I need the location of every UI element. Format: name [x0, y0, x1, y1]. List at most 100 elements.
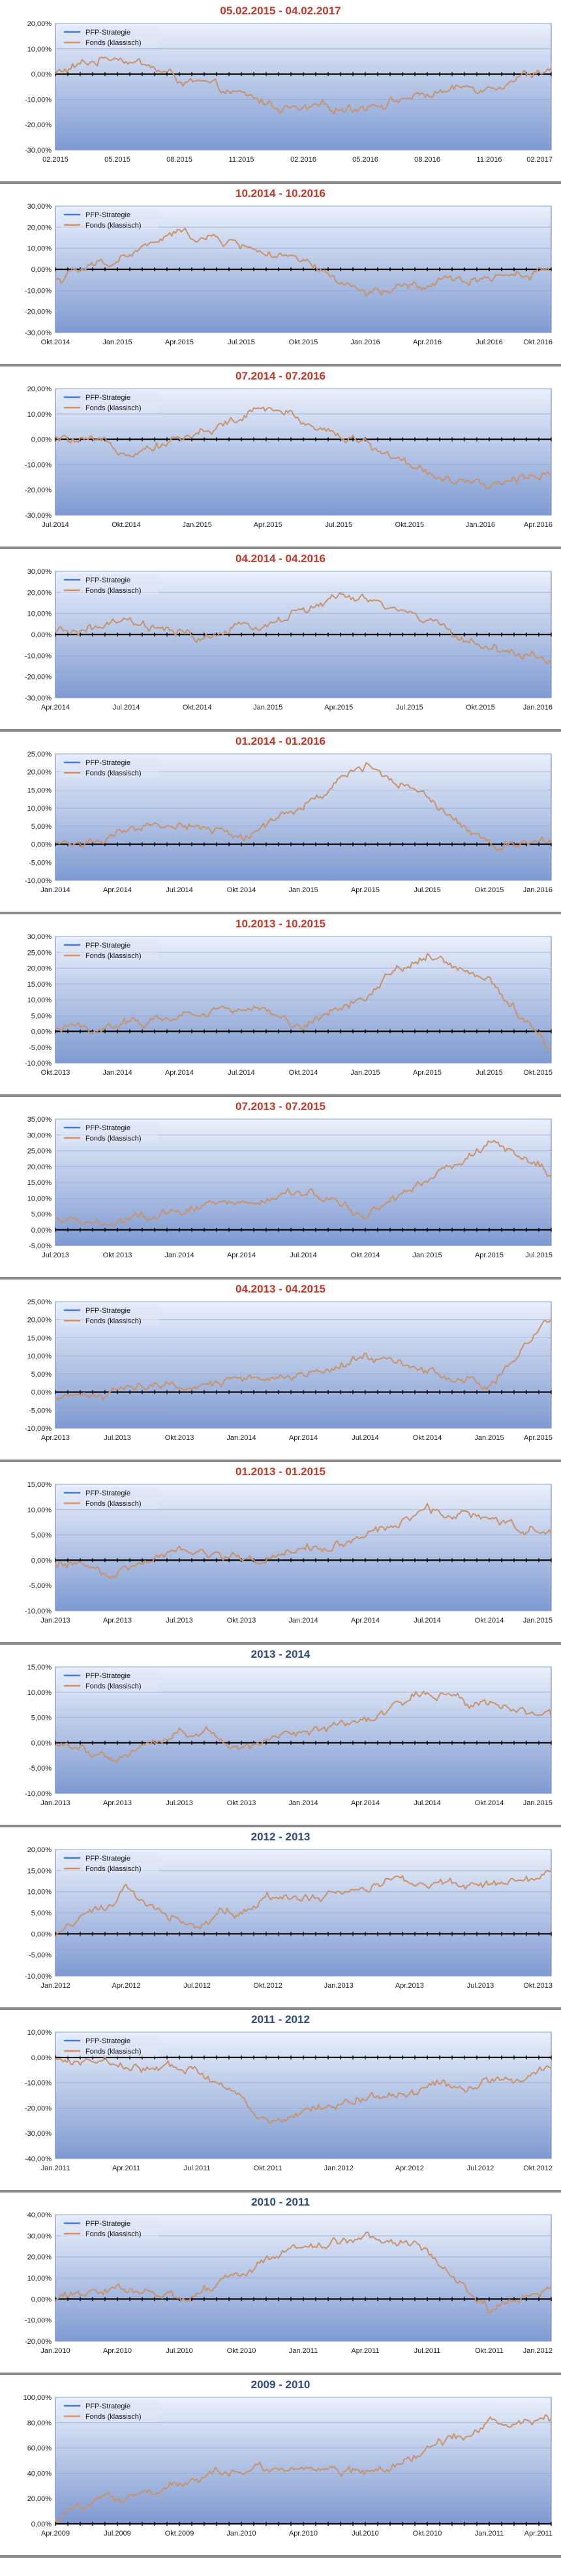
chart-panel: 2010 - 2011 -20,00% -10,00% 0,00% 10,00% 20,0… [0, 2193, 561, 2375]
x-tick-label: Jan.2012 [523, 2347, 553, 2355]
x-tick-label: Jul.2014 [42, 521, 69, 529]
panel-separator [0, 2007, 561, 2010]
legend-label-pfp: PFP-Strategie [85, 29, 130, 37]
legend-label-pfp: PFP-Strategie [85, 211, 130, 219]
x-tick-label: Apr.2015 [351, 886, 380, 894]
x-tick-label: Jan.2015 [102, 338, 132, 346]
y-tick-label: -30,00% [25, 695, 52, 702]
x-tick-label: Jul.2015 [396, 704, 423, 711]
x-tick-label: Jul.2010 [166, 2347, 193, 2355]
legend: PFP-Strategie Fonds (klassisch) [61, 2400, 159, 2422]
series-line-fonds-klassisch [55, 953, 552, 1050]
y-tick-label: 0,00% [31, 631, 52, 639]
y-tick-label: -5,00% [29, 1407, 52, 1415]
x-tick-label: Okt.2014 [351, 1251, 380, 1259]
chart-panel: 07.2013 - 07.2015 -5,00% 0,00% 5,00% 10,00% 1… [0, 1097, 561, 1280]
series-line-fonds-klassisch [55, 228, 551, 297]
x-tick-label: Apr.2013 [41, 1434, 70, 1442]
series-line-fonds-klassisch [55, 1690, 552, 1763]
panel-separator [0, 1094, 561, 1097]
legend-label-pfp: PFP-Strategie [85, 1855, 130, 1863]
y-tick-label: -20,00% [25, 121, 52, 129]
x-tick-label: Okt.2014 [112, 521, 141, 529]
x-tick-label: Okt.2016 [523, 338, 553, 346]
y-tick-label: 25,00% [27, 1298, 52, 1306]
legend-label-fonds: Fonds (klassisch) [85, 2413, 142, 2421]
x-tick-label: Jul.2011 [414, 2347, 441, 2355]
x-tick-label: Apr.2011 [112, 2164, 140, 2172]
legend-label-pfp: PFP-Strategie [85, 394, 130, 402]
chart-panel: 04.2013 - 04.2015 -10,00% -5,00% 0,00% 5,00%… [0, 1280, 561, 1462]
legend-label-fonds: Fonds (klassisch) [85, 770, 142, 777]
y-tick-label: 10,00% [27, 996, 52, 1004]
y-tick-label: 40,00% [27, 2211, 52, 2219]
y-tick-label: 15,00% [27, 981, 52, 989]
legend-box [61, 756, 159, 779]
x-tick-label: 02.2015 [42, 156, 68, 164]
x-tick-label: Okt.2011 [475, 2347, 504, 2355]
y-tick-label: 40,00% [27, 2470, 52, 2478]
chart-svg: 07.2013 - 07.2015 -5,00% 0,00% 5,00% 10,00% 1… [27, 1100, 553, 1259]
x-tick-label: Jan.2016 [466, 521, 495, 529]
chart-panel: 2013 - 2014 -10,00% -5,00% 0,00% 5,00% 10,00%… [0, 1645, 561, 1827]
y-tick-label: -10,00% [25, 1608, 52, 1615]
y-tick-label: 0,00% [31, 1557, 52, 1565]
x-tick-label: Jul.2015 [476, 1069, 503, 1077]
x-tick-label: Apr.2011 [524, 2530, 553, 2538]
y-tick-label: 5,00% [31, 1211, 52, 1219]
x-tick-label: Jul.2013 [166, 1799, 193, 1807]
x-tick-label: Jan.2011 [475, 2530, 504, 2538]
legend-label-pfp: PFP-Strategie [85, 1124, 130, 1132]
x-tick-label: Jan.2015 [183, 521, 212, 529]
y-tick-label: 10,00% [27, 610, 52, 618]
y-tick-label: 0,00% [31, 1028, 52, 1036]
legend-label-pfp: PFP-Strategie [85, 2037, 130, 2045]
chart-title: 01.2014 - 01.2016 [235, 735, 326, 747]
y-tick-label: 10,00% [27, 1889, 52, 1896]
y-tick-label: 10,00% [27, 2275, 52, 2283]
y-tick-label: -5,00% [29, 1242, 52, 1250]
x-tick-label: Jan.2015 [412, 1251, 442, 1259]
x-tick-label: Jan.2013 [40, 1617, 70, 1625]
x-tick-label: Jul.2009 [104, 2530, 131, 2538]
legend-label-fonds: Fonds (klassisch) [85, 39, 142, 47]
chart-panel: 10.2014 - 10.2016 -30,00% -20,00% -10,00% 0,… [0, 184, 561, 367]
y-tick-label: 25,00% [27, 1148, 52, 1156]
legend-box [61, 1670, 159, 1692]
y-tick-label: 20,00% [27, 769, 52, 777]
chart-svg: 2012 - 2013 -10,00% -5,00% 0,00% 5,00% 10,00%… [25, 1831, 553, 1990]
y-tick-label: 0,00% [31, 2296, 52, 2303]
y-tick-label: 10,00% [27, 411, 52, 419]
x-tick-label: Jan.2016 [350, 338, 380, 346]
y-tick-label: -40,00% [25, 2155, 52, 2163]
legend-box [61, 939, 159, 961]
x-tick-label: Apr.2010 [103, 2347, 132, 2355]
x-tick-label: Jan.2014 [164, 1251, 194, 1259]
x-tick-label: Okt.2015 [289, 338, 318, 346]
chart-title: 07.2014 - 07.2016 [235, 370, 326, 382]
chart-panel: 01.2014 - 01.2016 -10,00% -5,00% 0,00% 5,00%… [0, 732, 561, 914]
chart-svg: 01.2013 - 01.2015 -10,00% -5,00% 0,00% 5,00%… [25, 1465, 553, 1625]
legend-label-fonds: Fonds (klassisch) [85, 2048, 142, 2056]
x-tick-label: Apr.2013 [103, 1799, 132, 1807]
y-tick-label: 0,00% [31, 1739, 52, 1747]
y-tick-label: 20,00% [27, 20, 52, 28]
x-tick-label: Jan.2015 [523, 1617, 553, 1625]
legend-label-fonds: Fonds (klassisch) [85, 1500, 142, 1508]
chart-title: 2009 - 2010 [251, 2378, 311, 2391]
y-tick-label: 0,00% [31, 436, 52, 444]
y-tick-label: 5,00% [31, 1012, 52, 1020]
chart-panel: 2012 - 2013 -10,00% -5,00% 0,00% 5,00% 10,00%… [0, 1827, 561, 2010]
legend: PFP-Strategie Fonds (klassisch) [61, 1852, 159, 1874]
y-tick-label: -10,00% [25, 2080, 52, 2088]
y-tick-label: 30,00% [27, 568, 52, 576]
x-tick-label: Jul.2010 [352, 2530, 379, 2538]
y-tick-label: -20,00% [25, 674, 52, 681]
x-tick-label: Apr.2014 [351, 1799, 380, 1807]
chart-title: 2012 - 2013 [251, 1831, 311, 1843]
x-tick-label: Okt.2010 [227, 2347, 256, 2355]
legend: PFP-Strategie Fonds (klassisch) [61, 26, 159, 48]
y-tick-label: 15,00% [27, 1664, 52, 1671]
y-tick-label: -10,00% [25, 2317, 52, 2325]
y-tick-label: 100,00% [23, 2394, 52, 2402]
